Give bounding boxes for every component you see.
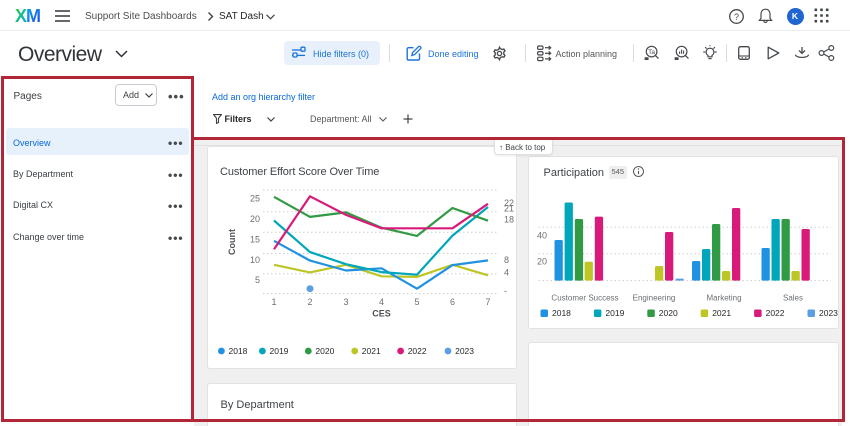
svg-text:2020: 2020 — [659, 308, 678, 318]
svg-text:40: 40 — [537, 230, 547, 240]
svg-text:8: 8 — [504, 255, 509, 265]
svg-text:4: 4 — [504, 268, 509, 278]
svg-text:2023: 2023 — [819, 308, 838, 318]
svg-text:2018: 2018 — [552, 308, 571, 318]
svg-text:Engineering: Engineering — [633, 294, 676, 303]
svg-text:20: 20 — [537, 257, 547, 267]
svg-text:1: 1 — [271, 297, 276, 307]
svg-text:22: 22 — [504, 198, 514, 208]
svg-text:M: M — [26, 6, 41, 26]
svg-text:X: X — [15, 6, 27, 26]
svg-text:5: 5 — [414, 297, 419, 307]
svg-text:2019: 2019 — [269, 346, 288, 356]
svg-text:20: 20 — [249, 214, 259, 224]
svg-text:4: 4 — [378, 297, 383, 307]
svg-text:5: 5 — [254, 275, 259, 285]
svg-text:6: 6 — [449, 297, 454, 307]
svg-text:Customer Success: Customer Success — [551, 294, 618, 303]
svg-text:2022: 2022 — [766, 308, 785, 318]
svg-text:18: 18 — [504, 215, 514, 225]
svg-text:10: 10 — [249, 255, 259, 265]
svg-text:2020: 2020 — [315, 346, 334, 356]
svg-text:Sales: Sales — [783, 294, 803, 303]
svg-text:7: 7 — [485, 297, 490, 307]
svg-text:2019: 2019 — [605, 308, 624, 318]
svg-text:2021: 2021 — [712, 308, 731, 318]
svg-text:Ta: Ta — [648, 49, 655, 56]
svg-text:-: - — [504, 286, 507, 296]
svg-text:21: 21 — [504, 204, 514, 214]
svg-text:Count: Count — [227, 229, 237, 255]
svg-text:2018: 2018 — [228, 346, 247, 356]
svg-text:2021: 2021 — [361, 346, 380, 356]
svg-text:2022: 2022 — [407, 346, 426, 356]
svg-text:Marketing: Marketing — [706, 294, 741, 303]
svg-text:2023: 2023 — [455, 346, 474, 356]
svg-text:?: ? — [734, 11, 739, 21]
svg-text:15: 15 — [249, 234, 259, 244]
svg-text:2: 2 — [307, 297, 312, 307]
svg-text:25: 25 — [249, 194, 259, 204]
svg-text:CES: CES — [372, 309, 391, 319]
svg-text:3: 3 — [343, 297, 348, 307]
